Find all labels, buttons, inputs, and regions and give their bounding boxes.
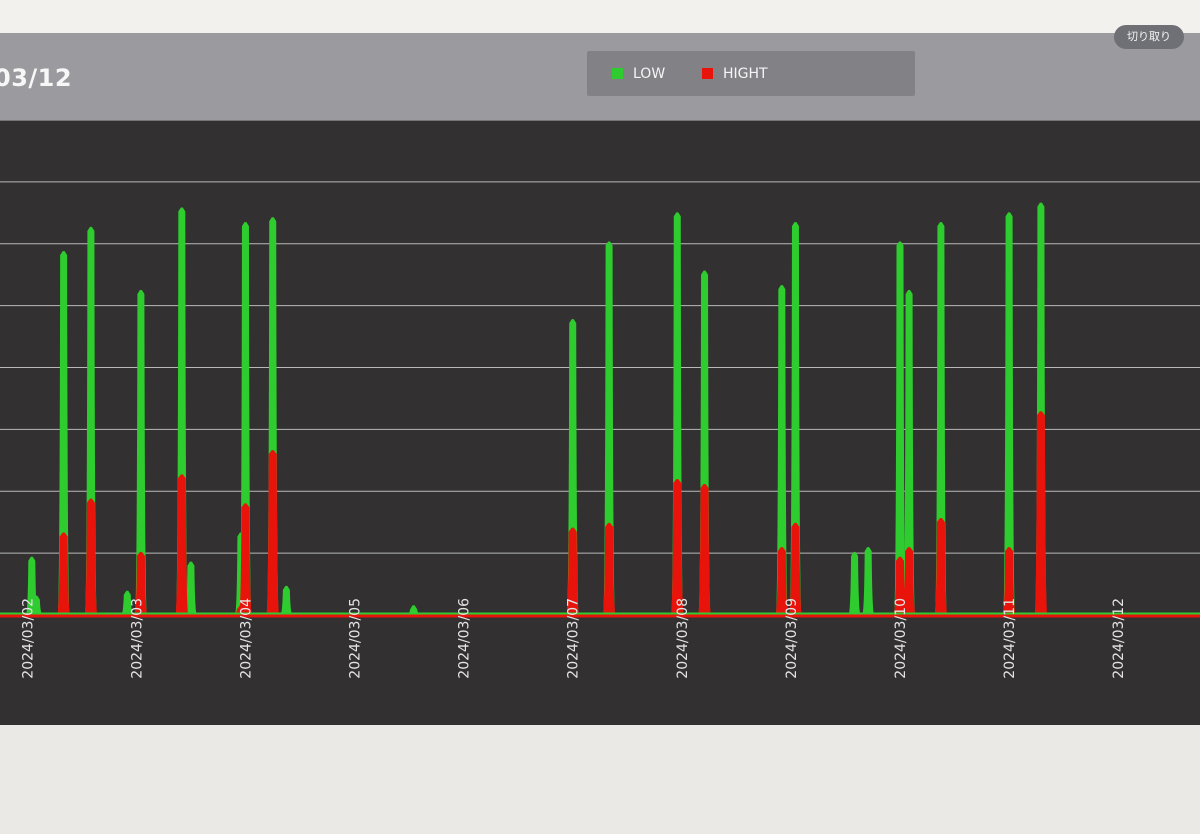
data-point [1002, 547, 1016, 615]
legend-label-low: LOW [633, 65, 666, 82]
data-point [175, 474, 189, 615]
data-point [934, 222, 947, 615]
data-point [670, 479, 684, 615]
grid [0, 120, 1200, 554]
data-point [902, 547, 916, 615]
data-point [848, 551, 861, 615]
data-point [121, 590, 134, 615]
data-point [788, 522, 802, 615]
series-layer [0, 202, 1200, 618]
data-point [893, 556, 907, 615]
x-tick-label: 2024/03/08 [675, 598, 691, 679]
legend-item-high[interactable]: HIGHT [702, 51, 768, 96]
data-point [57, 251, 70, 616]
x-tick-label: 2024/03/11 [1002, 598, 1018, 679]
data-point [698, 484, 712, 615]
data-point [603, 241, 616, 615]
x-axis-ticks: 2024/03/02 2024/03/03 2024/03/04 2024/03/05… [20, 598, 1127, 679]
data-point [84, 498, 98, 615]
x-tick-label: 2024/03/02 [20, 598, 36, 679]
x-tick-label: 2024/03/12 [1111, 598, 1127, 679]
bottom-area [0, 725, 1200, 834]
chart: 2024/03/02 2024/03/03 2024/03/04 2024/03/05… [0, 120, 1200, 679]
x-tick-label: 2024/03/06 [457, 598, 473, 679]
legend-swatch-low [612, 68, 623, 79]
x-tick-label: 2024/03/03 [129, 598, 145, 679]
clip-button[interactable]: 切り取り [1114, 25, 1184, 49]
legend-label-high: HIGHT [723, 65, 768, 82]
data-point [57, 532, 71, 615]
legend-swatch-high [702, 68, 713, 79]
x-tick-label: 2024/03/04 [238, 598, 254, 679]
legend: LOW HIGHT [587, 51, 915, 96]
data-point [894, 241, 906, 615]
data-point [934, 517, 948, 615]
data-point [903, 289, 916, 615]
page-title: 03/12 [0, 64, 73, 92]
data-point [789, 222, 802, 615]
data-point [238, 503, 252, 615]
plot-area [0, 120, 1200, 725]
data-point [1003, 212, 1016, 615]
data-point [30, 595, 43, 615]
data-point [862, 547, 875, 615]
data-point [280, 585, 293, 615]
data-point [134, 289, 147, 615]
x-tick-label: 2024/03/07 [566, 598, 582, 679]
data-point [602, 522, 616, 615]
data-point [1034, 411, 1048, 615]
data-point [266, 450, 280, 615]
x-tick-label: 2024/03/05 [348, 598, 364, 679]
data-point [775, 285, 788, 615]
legend-item-low[interactable]: LOW [612, 51, 665, 96]
data-point [184, 561, 197, 615]
series-hight [57, 411, 1048, 615]
data-point [775, 547, 789, 615]
x-tick-label: 2024/03/09 [784, 598, 800, 679]
top-strip [0, 0, 1200, 33]
data-point [134, 551, 148, 615]
x-tick-label: 2024/03/10 [893, 598, 909, 679]
data-point [566, 527, 580, 615]
